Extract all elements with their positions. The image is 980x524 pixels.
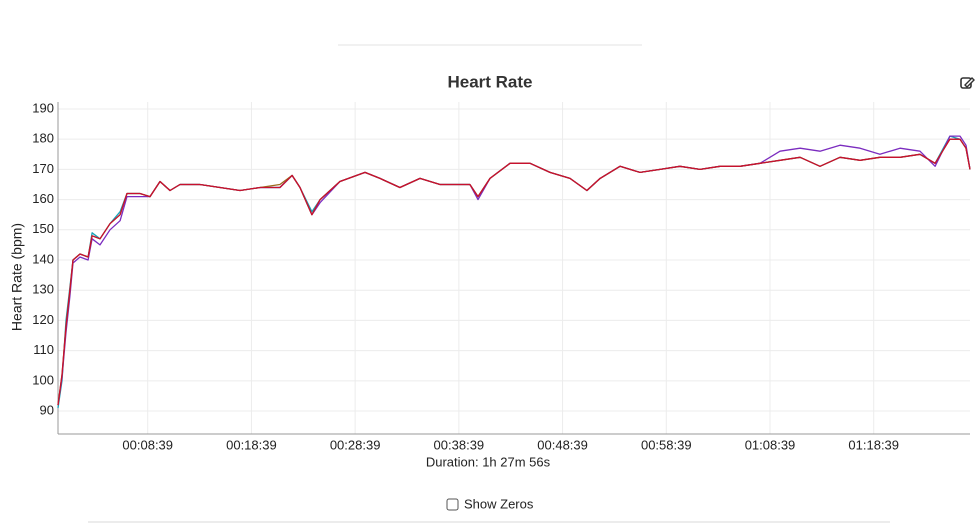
x-tick-label: 00:58:39 <box>641 437 692 452</box>
x-tick-label: 01:18:39 <box>848 437 899 452</box>
y-tick-label: 110 <box>33 342 54 357</box>
y-tick-label: 130 <box>32 282 54 297</box>
x-tick-label: 01:08:39 <box>745 437 796 452</box>
series-line <box>57 135 971 406</box>
y-tick-label: 100 <box>32 372 54 387</box>
x-axis-label: Duration: 1h 27m 56s <box>426 454 551 469</box>
y-axis-label: Heart Rate (bpm) <box>9 223 25 331</box>
edit-icon[interactable] <box>960 77 975 89</box>
x-tick-label: 00:48:39 <box>537 437 588 452</box>
y-tick-label: 180 <box>32 131 54 146</box>
show-zeros-control[interactable]: Show Zeros <box>446 496 534 511</box>
series-line <box>57 135 971 409</box>
chart-title: Heart Rate <box>447 72 532 91</box>
y-tick-label: 190 <box>32 100 54 115</box>
series-line <box>57 138 971 406</box>
y-tick-label: 170 <box>32 161 54 176</box>
y-tick-label: 120 <box>32 312 54 327</box>
x-tick-label: 00:08:39 <box>122 437 173 452</box>
x-tick-label: 00:38:39 <box>434 437 485 452</box>
y-tick-label: 150 <box>32 221 54 236</box>
checkbox-label[interactable]: Show Zeros <box>464 496 534 511</box>
x-tick-label: 00:18:39 <box>226 437 277 452</box>
y-tick-label: 140 <box>32 251 54 266</box>
x-tick-label: 00:28:39 <box>330 437 381 452</box>
y-tick-label: 90 <box>40 402 54 417</box>
series-line <box>57 138 971 406</box>
y-tick-label: 160 <box>32 191 54 206</box>
checkbox[interactable] <box>446 498 459 511</box>
